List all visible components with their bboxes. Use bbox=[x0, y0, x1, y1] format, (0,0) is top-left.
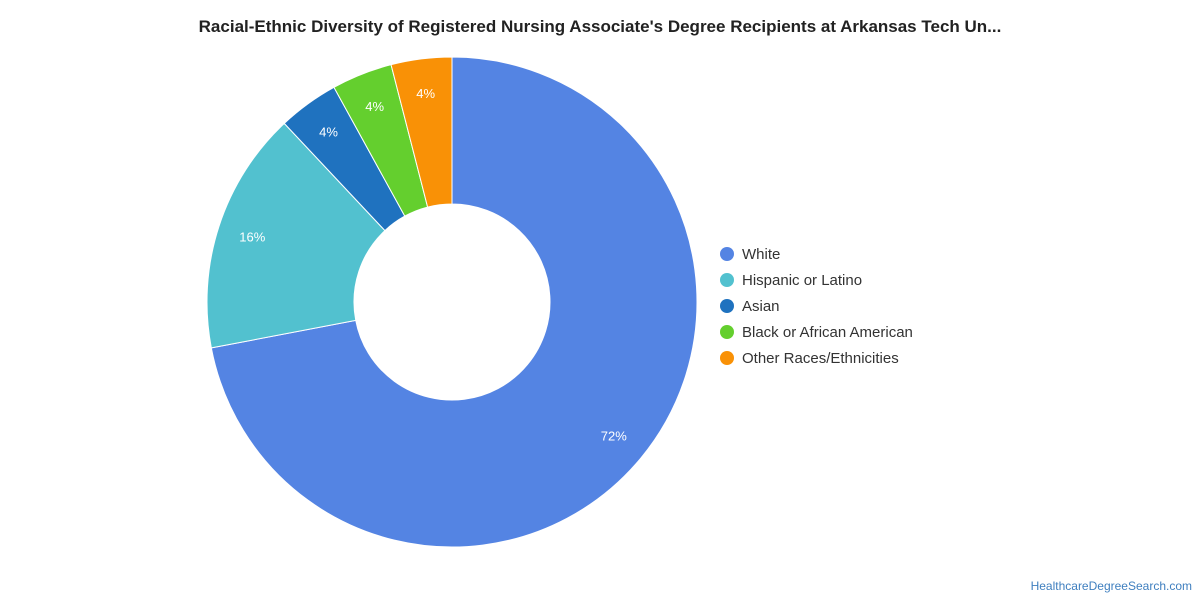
legend: White Hispanic or Latino Asian Black or … bbox=[720, 241, 913, 371]
legend-label-white: White bbox=[742, 245, 781, 263]
data-label-white: 72% bbox=[601, 428, 627, 443]
donut-data-labels: 72% 16% 4% 4% 4% bbox=[239, 86, 627, 443]
legend-item-black-or-african-american[interactable]: Black or African American bbox=[720, 319, 913, 345]
data-label-asian: 4% bbox=[319, 125, 338, 140]
legend-label-black-or-african-american: Black or African American bbox=[742, 323, 913, 341]
slice-hispanic-or-latino[interactable] bbox=[206, 122, 386, 349]
slice-other-races-ethnicities[interactable] bbox=[390, 56, 453, 208]
legend-item-white[interactable]: White bbox=[720, 241, 913, 267]
legend-swatch-black-or-african-american bbox=[720, 325, 734, 339]
legend-swatch-asian bbox=[720, 299, 734, 313]
source-link[interactable]: HealthcareDegreeSearch.com bbox=[1030, 579, 1192, 593]
legend-label-other-races-ethnicities: Other Races/Ethnicities bbox=[742, 349, 899, 367]
legend-label-asian: Asian bbox=[742, 297, 780, 315]
data-label-black-or-african-american: 4% bbox=[365, 99, 384, 114]
data-label-hispanic-or-latino: 16% bbox=[239, 230, 265, 245]
donut-slices bbox=[206, 56, 698, 548]
slice-white[interactable] bbox=[210, 56, 698, 548]
legend-item-other-races-ethnicities[interactable]: Other Races/Ethnicities bbox=[720, 345, 913, 371]
legend-label-hispanic-or-latino: Hispanic or Latino bbox=[742, 271, 863, 289]
legend-swatch-white bbox=[720, 247, 734, 261]
legend-swatch-other-races-ethnicities bbox=[720, 351, 734, 365]
legend-swatch-hispanic-or-latino bbox=[720, 273, 734, 287]
data-label-other-races-ethnicities: 4% bbox=[416, 86, 435, 101]
legend-item-hispanic-or-latino[interactable]: Hispanic or Latino bbox=[720, 267, 913, 293]
chart-title: Racial-Ethnic Diversity of Registered Nu… bbox=[198, 17, 1002, 36]
legend-item-asian[interactable]: Asian bbox=[720, 293, 913, 319]
